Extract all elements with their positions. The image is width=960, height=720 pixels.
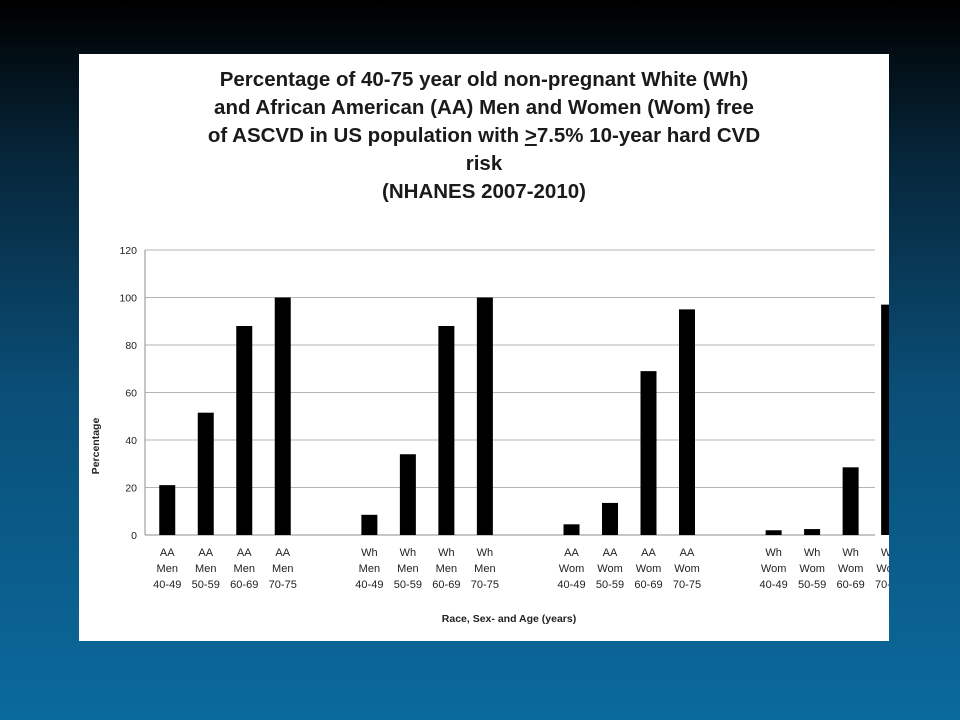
bar-aa-wom-50-59 xyxy=(602,502,618,535)
x-category-label-line: 50-59 xyxy=(192,579,220,591)
chart-title-line-3: of ASCVD in US population with >7.5% 10-… xyxy=(207,124,761,147)
axis-layer xyxy=(144,250,875,536)
x-category-label-line: Wh xyxy=(881,547,889,559)
x-category-label-line: Wom xyxy=(559,563,584,575)
x-category-label-line: 70-75 xyxy=(269,579,297,591)
bar-aa-men-40-49 xyxy=(159,485,176,535)
x-category-label-line: 50-59 xyxy=(394,579,422,591)
chart-title-line-4: risk xyxy=(465,152,503,175)
x-category-label-line: Wom xyxy=(799,563,824,575)
x-category-label-line: 40-49 xyxy=(153,579,181,591)
bar-wh-men-70-75 xyxy=(476,297,493,535)
x-category-label-line: 40-49 xyxy=(355,579,383,591)
chart-title-line-1: Percentage of 40-75 year old non-pregnan… xyxy=(219,68,749,91)
x-category-label-line: AA xyxy=(160,547,175,559)
title-underlined-glyph: > xyxy=(524,124,537,147)
bar-wh-wom-40-49 xyxy=(765,530,782,535)
chart-svg: 0 20 40 60 80 100 120 AA Men 40-49 AA Men 50-59 AA Men… xyxy=(90,245,889,625)
x-category-label-line: Men xyxy=(272,563,293,575)
x-category-label-line: 60-69 xyxy=(837,579,865,591)
x-category-label-line: Wom xyxy=(876,563,889,575)
y-tick-label: 20 xyxy=(125,483,137,495)
x-category-label-line: Men xyxy=(157,563,178,575)
x-category-label-line: AA xyxy=(680,547,695,559)
x-category-label-line: Wh xyxy=(477,547,494,559)
x-category-label-line: Wh xyxy=(842,547,859,559)
y-tick-label: 100 xyxy=(119,293,137,305)
x-category-label-line: Wom xyxy=(838,563,863,575)
x-category-label-line: Wh xyxy=(438,547,455,559)
x-axis-title: Race, Sex- and Age (years) xyxy=(442,613,576,625)
x-category-label-line: AA xyxy=(603,547,618,559)
y-tick-label: 80 xyxy=(125,340,137,352)
bar-wh-men-50-59 xyxy=(399,454,416,535)
bar-wh-wom-70-75 xyxy=(881,304,889,535)
x-category-label-line: 50-59 xyxy=(798,579,826,591)
x-category-label-line: Men xyxy=(359,563,380,575)
x-category-label-line: 60-69 xyxy=(634,579,662,591)
x-category-label-line: Wom xyxy=(674,563,699,575)
chart-title-line-5: (NHANES 2007-2010) xyxy=(382,180,586,203)
chart-title: Percentage of 40-75 year old non-pregnan… xyxy=(79,66,889,206)
x-category-label-line: Wom xyxy=(597,563,622,575)
x-category-label-line: Wh xyxy=(400,547,417,559)
y-tick-label: 40 xyxy=(125,435,137,447)
bar-aa-men-60-69 xyxy=(236,326,253,535)
x-category-label-line: Men xyxy=(234,563,255,575)
bar-wh-men-60-69 xyxy=(438,326,455,535)
bar-layer xyxy=(159,297,889,535)
x-category-label-line: Men xyxy=(436,563,457,575)
x-category-label-line: 60-69 xyxy=(432,579,460,591)
x-category-label-line: Wh xyxy=(765,547,782,559)
x-category-label-line: Wom xyxy=(761,563,786,575)
bar-aa-wom-40-49 xyxy=(563,524,580,535)
x-category-label-line: Wh xyxy=(804,547,821,559)
x-category-label-line: AA xyxy=(275,547,290,559)
x-category-label-line: 70-75 xyxy=(471,579,499,591)
x-category-label-line: Wom xyxy=(636,563,661,575)
x-category-label-line: AA xyxy=(198,547,213,559)
chart-title-line-2: and African American (AA) Men and Women … xyxy=(214,96,754,119)
y-tick-label: 0 xyxy=(131,530,137,542)
bar-wh-wom-50-59 xyxy=(804,529,821,535)
x-category-label-line: 40-49 xyxy=(760,579,788,591)
y-axis-title: Percentage xyxy=(90,418,102,475)
x-category-label-line: 60-69 xyxy=(230,579,258,591)
bar-aa-men-70-75 xyxy=(274,297,291,535)
bar-wh-wom-60-69 xyxy=(842,467,859,535)
x-category-label-line: Men xyxy=(397,563,418,575)
y-tick-label: 120 xyxy=(119,245,137,257)
x-category-label-line: 70-75 xyxy=(673,579,701,591)
bar-aa-wom-60-69 xyxy=(640,371,657,535)
bar-wh-men-40-49 xyxy=(361,514,378,535)
x-category-label-line: AA xyxy=(564,547,579,559)
label-layer: 0 20 40 60 80 100 120 AA Men 40-49 AA Men 50-59 AA Men… xyxy=(119,245,889,591)
x-category-label-line: AA xyxy=(641,547,656,559)
grid-layer xyxy=(145,249,875,488)
y-tick-label: 60 xyxy=(125,388,137,400)
x-category-label-line: Wh xyxy=(361,547,378,559)
chart-panel: Percentage of 40-75 year old non-pregnan… xyxy=(79,54,889,641)
x-category-label-line: AA xyxy=(237,547,252,559)
bar-aa-wom-70-75 xyxy=(679,309,695,535)
x-category-label-line: Men xyxy=(474,563,495,575)
x-category-label-line: 70-75 xyxy=(875,579,889,591)
x-category-label-line: Men xyxy=(195,563,216,575)
x-category-label-line: 40-49 xyxy=(557,579,585,591)
bar-aa-men-50-59 xyxy=(197,412,214,535)
x-category-label-line: 50-59 xyxy=(596,579,624,591)
